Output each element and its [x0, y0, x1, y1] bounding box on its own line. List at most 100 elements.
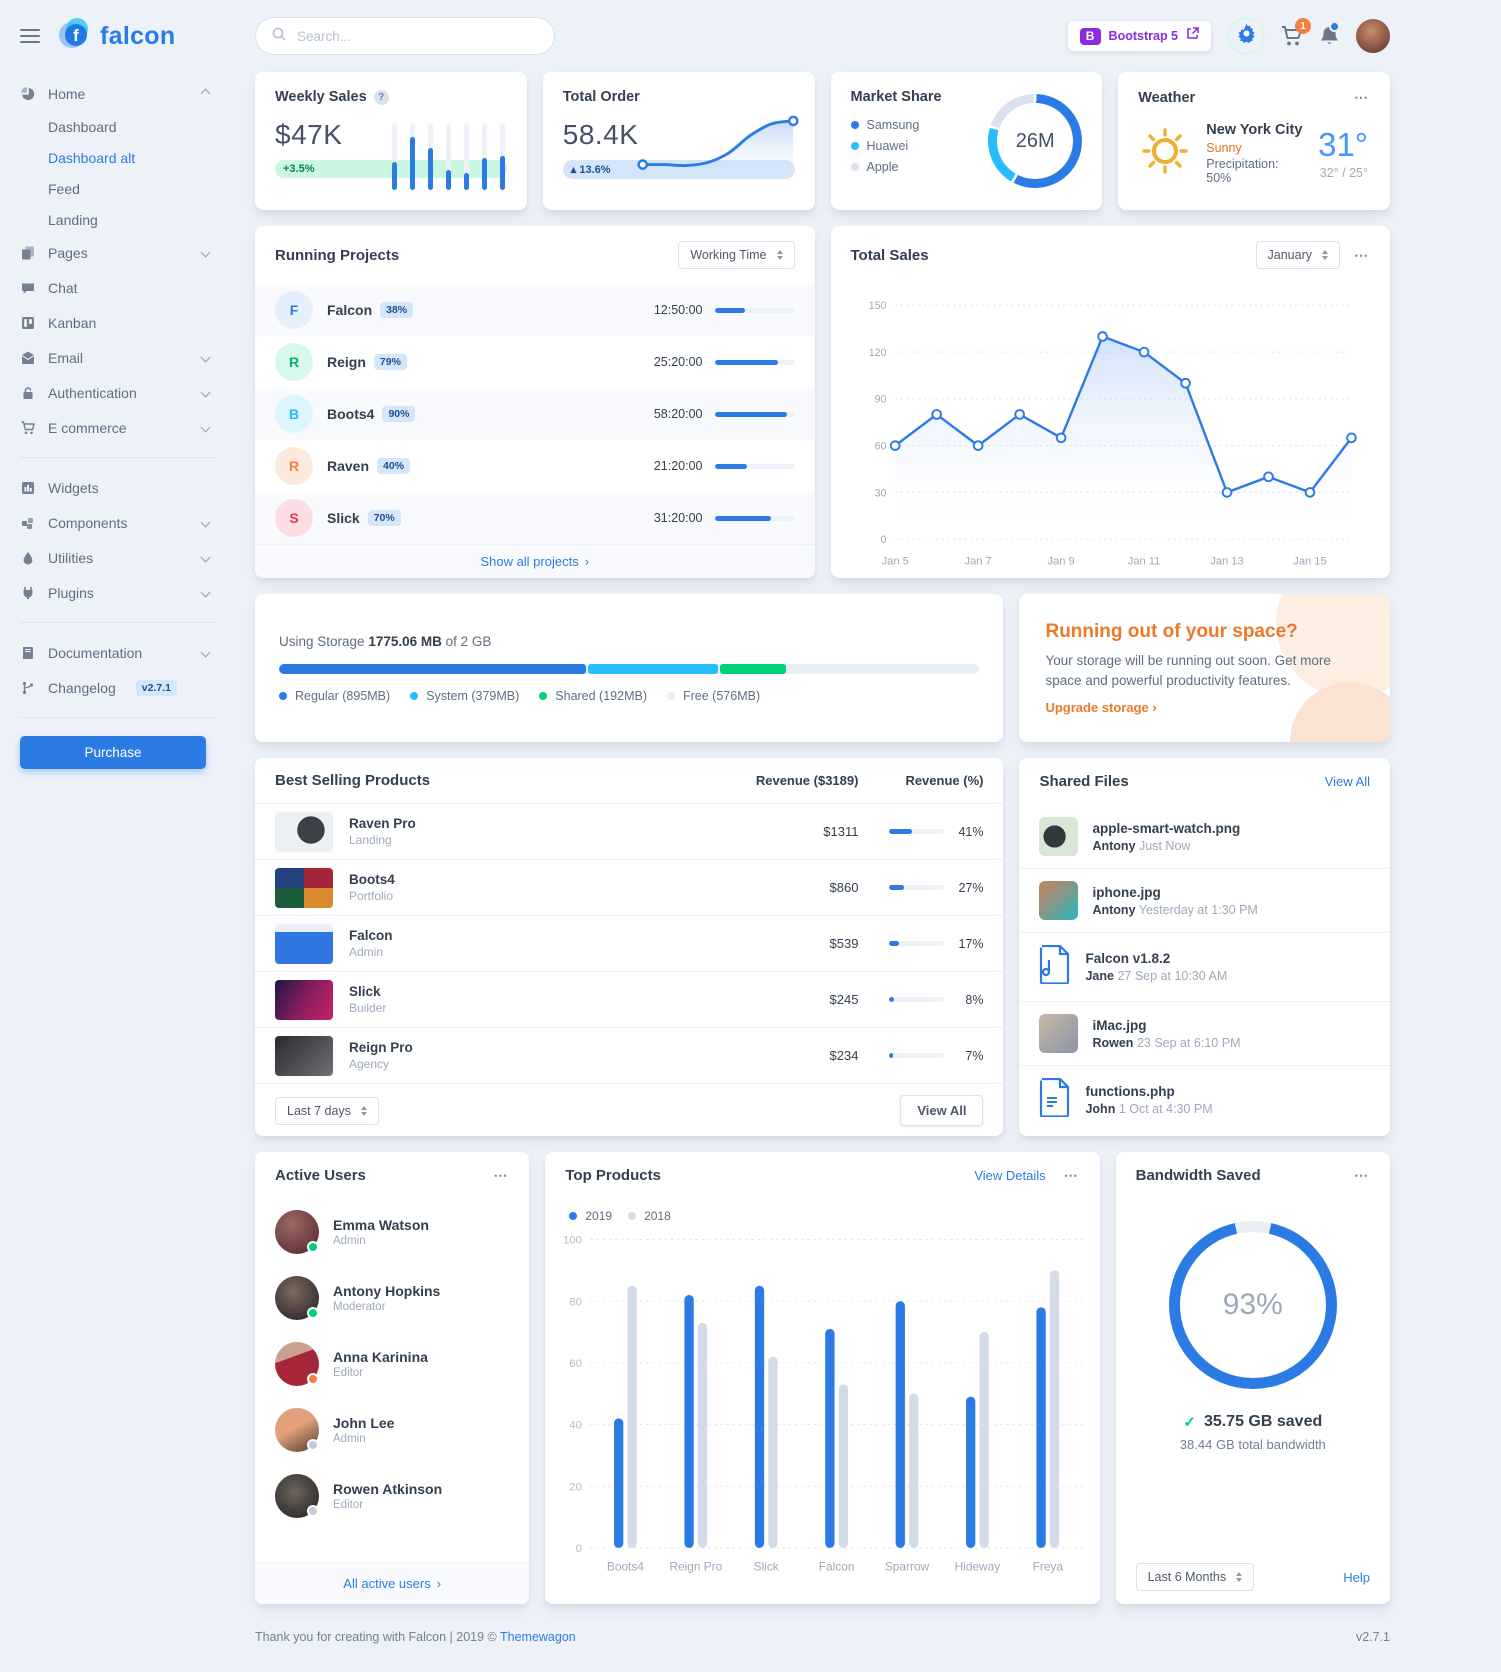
legend-item: 2018: [628, 1209, 671, 1223]
sidebar-item-authentication[interactable]: Authentication: [20, 375, 215, 410]
project-name[interactable]: Boots4: [327, 406, 375, 422]
market-share-card: Market Share Samsung Huawei Apple 26M: [830, 72, 1103, 210]
project-time: 25:20:00: [653, 355, 703, 369]
sidebar-item-kanban[interactable]: Kanban: [20, 305, 215, 340]
footer-credits: Thank you for creating with Falcon | 201…: [255, 1630, 576, 1644]
user-name: Antony Hopkins: [333, 1283, 441, 1299]
top-products-chart: 0 20 40 60 80 100 Boots4 Reign Pro Slick Falcon Sp…: [545, 1223, 1099, 1604]
project-avatar: S: [275, 499, 313, 537]
shared-files-view-all-link[interactable]: View All: [1324, 774, 1370, 789]
product-name[interactable]: Reign Pro: [349, 1040, 413, 1055]
user-item[interactable]: Emma Watson Admin: [255, 1199, 529, 1265]
last-6-months-select[interactable]: Last 6 Months: [1135, 1563, 1255, 1591]
chevron-right-icon: ›: [436, 1576, 442, 1591]
sidebar-item-home[interactable]: Home: [20, 76, 215, 111]
themewagon-link[interactable]: Themewagon: [500, 1630, 576, 1644]
weather-range: 32° / 25°: [1319, 166, 1368, 180]
bandwidth-title: Bandwidth Saved: [1135, 1167, 1261, 1184]
purchase-button[interactable]: Purchase: [20, 736, 206, 769]
sidebar-item-landing[interactable]: Landing: [48, 204, 215, 235]
file-meta: John 1 Oct at 4:30 PM: [1085, 1102, 1213, 1116]
more-options-icon[interactable]: ⋯: [1354, 246, 1370, 263]
product-row: Slick Builder $245 8%: [255, 971, 1004, 1027]
user-item[interactable]: Anna Karinina Editor: [255, 1331, 529, 1397]
view-details-link[interactable]: View Details: [974, 1168, 1046, 1183]
sidebar-item-email[interactable]: Email: [20, 340, 215, 375]
file-item[interactable]: Falcon v1.8.2 Jane 27 Sep at 10:30 AM: [1019, 932, 1390, 1001]
help-question-icon[interactable]: ?: [373, 89, 389, 105]
hamburger-menu-icon[interactable]: [20, 25, 40, 47]
legend-item: Apple: [850, 160, 1083, 174]
sidebar-item-label: Components: [48, 514, 128, 531]
project-progress: [714, 515, 795, 521]
more-options-icon[interactable]: ⋯: [1354, 89, 1370, 105]
project-name[interactable]: Raven: [327, 458, 370, 474]
project-name[interactable]: Falcon: [327, 302, 373, 318]
svg-text:80: 80: [570, 1296, 583, 1308]
sidebar-item-widgets[interactable]: Widgets: [20, 470, 215, 505]
status-dot: [307, 1241, 319, 1253]
user-item[interactable]: Antony Hopkins Moderator: [255, 1265, 529, 1331]
product-percent: 41%: [958, 824, 984, 839]
user-item[interactable]: Rowen Atkinson Editor: [255, 1463, 529, 1529]
sidebar-item-utilities[interactable]: Utilities: [20, 540, 215, 575]
sidebar-item-plugins[interactable]: Plugins: [20, 575, 215, 610]
sidebar-item-pages[interactable]: Pages: [20, 235, 215, 270]
file-item[interactable]: functions.php John 1 Oct at 4:30 PM: [1019, 1065, 1390, 1134]
sidebar-item-dashboard[interactable]: Dashboard: [48, 111, 215, 142]
user-avatar[interactable]: [1356, 19, 1390, 53]
all-active-users-link[interactable]: All active users ›: [255, 1562, 530, 1604]
storage-legend: Regular (895MB) System (379MB) Shared (1…: [279, 689, 979, 703]
notifications-button[interactable]: [1319, 21, 1340, 47]
sidebar-home-submenu: Dashboard Dashboard alt Feed Landing: [20, 111, 215, 235]
working-time-select[interactable]: Working Time: [678, 241, 795, 269]
total-order-card: Total Order 58.4K ▴ 13.6%: [542, 72, 815, 210]
sort-icon: [1322, 250, 1328, 260]
search-box[interactable]: [255, 17, 555, 55]
user-item[interactable]: John Lee Admin: [255, 1397, 529, 1463]
user-role: Moderator: [333, 1301, 386, 1313]
sidebar-item-changelog[interactable]: Changelog v2.7.1: [20, 670, 215, 705]
product-name[interactable]: Raven Pro: [349, 816, 416, 831]
help-link[interactable]: Help: [1343, 1569, 1370, 1585]
sidebar-item-ecommerce[interactable]: E commerce: [20, 410, 215, 445]
project-name[interactable]: Slick: [327, 510, 360, 526]
settings-button[interactable]: [1227, 17, 1265, 55]
active-users-card: Active Users ⋯ Emma Watson Admin Antony H…: [255, 1152, 530, 1604]
bootstrap-5-badge[interactable]: B Bootstrap 5: [1067, 21, 1211, 51]
file-item[interactable]: apple-smart-watch.png Antony Just Now: [1019, 805, 1390, 868]
footer-version: v2.7.1: [1355, 1630, 1390, 1644]
last-7-days-select[interactable]: Last 7 days: [275, 1096, 379, 1125]
product-thumbnail: [275, 979, 333, 1020]
sidebar-item-documentation[interactable]: Documentation: [20, 635, 215, 670]
product-name[interactable]: Slick: [349, 984, 381, 999]
cart-count-badge: 1: [1295, 18, 1311, 34]
project-name[interactable]: Reign: [327, 354, 366, 370]
upgrade-storage-card: Running out of your space? Your storage …: [1019, 594, 1390, 742]
upgrade-storage-link[interactable]: Upgrade storage ›: [1045, 700, 1157, 716]
total-order-sparkline: [633, 109, 803, 198]
sidebar-item-chat[interactable]: Chat: [20, 270, 215, 305]
sidebar-item-dashboard-alt[interactable]: Dashboard alt: [48, 142, 215, 173]
product-thumbnail: [275, 811, 333, 852]
product-name[interactable]: Falcon: [349, 928, 393, 943]
more-options-icon[interactable]: ⋯: [1063, 1167, 1080, 1183]
email-icon: [20, 351, 36, 365]
sidebar-item-components[interactable]: Components: [20, 505, 215, 540]
product-row: Reign Pro Agency $234 7%: [255, 1027, 1004, 1083]
file-item[interactable]: iMac.jpg Rowen 23 Sep at 6:10 PM: [1019, 1001, 1390, 1065]
more-options-icon[interactable]: ⋯: [493, 1167, 510, 1183]
more-options-icon[interactable]: ⋯: [1354, 1167, 1370, 1183]
product-name[interactable]: Boots4: [349, 872, 395, 887]
view-all-button[interactable]: View All: [900, 1095, 984, 1126]
falcon-logo[interactable]: f falcon: [56, 16, 175, 57]
file-item[interactable]: iphone.jpg Antony Yesterday at 1:30 PM: [1019, 868, 1390, 932]
cart-button[interactable]: 1: [1281, 18, 1311, 47]
month-select[interactable]: January: [1255, 241, 1340, 269]
svg-text:Jan 5: Jan 5: [881, 555, 908, 567]
legend-dot: [667, 691, 675, 700]
show-all-projects-link[interactable]: Show all projects ›: [255, 544, 815, 578]
search-input[interactable]: [295, 27, 538, 45]
sidebar-item-feed[interactable]: Feed: [48, 173, 215, 204]
